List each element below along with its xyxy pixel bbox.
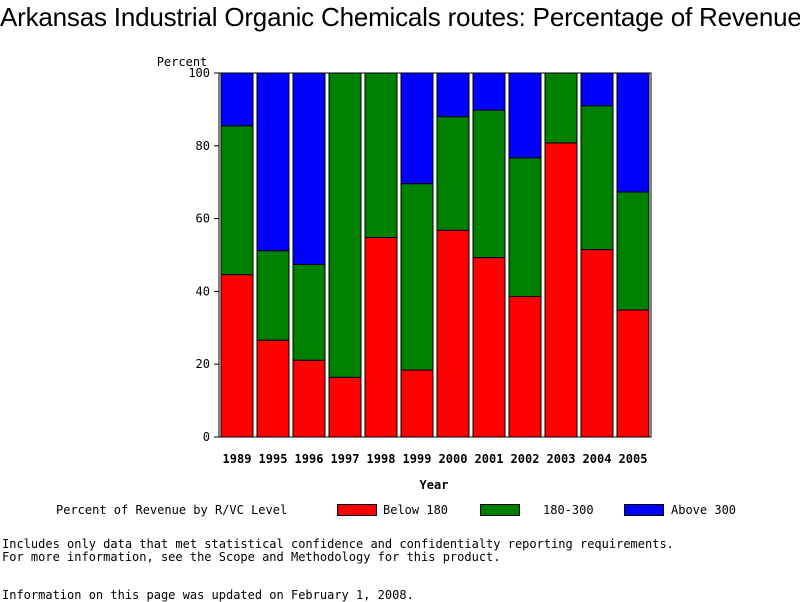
x-tick-label: 1997: [331, 452, 360, 466]
legend-heading: Percent of Revenue by R/VC Level: [56, 503, 288, 517]
y-tick-label: 0: [203, 430, 210, 444]
x-tick-label: 1989: [223, 452, 252, 466]
bar-segment-180-300-1997: [328, 72, 362, 378]
bar-segment-180-300-1998: [364, 72, 398, 239]
legend-label-180-300: 180-300: [543, 503, 594, 517]
legend-swatch-180-300: [480, 504, 520, 516]
bar-segment-180-300-2002: [508, 157, 542, 297]
y-tick-label: 60: [196, 212, 210, 226]
y-axis-label: Percent: [157, 55, 208, 69]
bar-segment-180-300-2001: [472, 109, 506, 259]
bar-segment-below-180-1998: [364, 237, 398, 438]
bar-stacks: [220, 72, 650, 438]
bar-segment-above-300-1999: [400, 72, 434, 185]
bar-segment-above-300-2000: [436, 72, 470, 118]
bar-segment-180-300-2005: [616, 191, 650, 311]
bar-segment-180-300-1989: [220, 125, 254, 276]
bar-segment-below-180-2003: [544, 142, 578, 438]
y-tick-label: 40: [196, 284, 210, 298]
legend-swatch-below-180: [337, 504, 377, 516]
y-tick-label: 20: [196, 357, 210, 371]
bar-segment-below-180-1989: [220, 274, 254, 438]
bar-segment-below-180-1996: [292, 359, 326, 438]
x-tick-label: 2005: [619, 452, 648, 466]
x-tick-label: 2001: [475, 452, 504, 466]
bar-segment-180-300-1996: [292, 263, 326, 361]
bar-segment-180-300-2003: [544, 72, 578, 144]
x-tick-label: 2004: [583, 452, 612, 466]
bar-segment-below-180-2004: [580, 249, 614, 438]
x-tick-label: 2003: [547, 452, 576, 466]
x-tick-label: 1996: [295, 452, 324, 466]
legend-label-above-300: Above 300: [671, 503, 737, 517]
x-tick-label: 2000: [439, 452, 468, 466]
note-confidentiality: Includes only data that met statistical …: [2, 537, 674, 551]
bar-segment-below-180-1999: [400, 369, 434, 438]
x-tick-label: 1995: [259, 452, 288, 466]
note-methodology: For more information, see the Scope and …: [2, 550, 501, 564]
bar-segment-above-300-2004: [580, 72, 614, 107]
y-tick-label: 80: [196, 139, 210, 153]
bar-segment-above-300-1996: [292, 72, 326, 265]
bar-segment-below-180-2001: [472, 257, 506, 438]
x-axis-ticks: 1989 1995 1996 1997 1998 1999 2000 2001 2002 2003…: [223, 452, 648, 466]
chart-title: Arkansas Industrial Organic Chemicals ro…: [0, 2, 800, 32]
bar-segment-below-180-2005: [616, 309, 650, 438]
bar-segment-above-300-2001: [472, 72, 506, 111]
bar-segment-above-300-2002: [508, 72, 542, 159]
legend-swatch-above-300: [624, 504, 664, 516]
x-tick-label: 2002: [511, 452, 540, 466]
legend-label-below-180: Below 180: [383, 503, 449, 517]
bar-segment-above-300-1989: [220, 72, 254, 127]
note-updated: Information on this page was updated on …: [2, 588, 414, 602]
bar-segment-below-180-1995: [256, 339, 290, 438]
bar-segment-180-300-2004: [580, 105, 614, 251]
y-tick-label: 100: [188, 66, 210, 80]
bar-segment-above-300-1995: [256, 72, 290, 252]
bar-segment-above-300-2005: [616, 72, 650, 193]
x-tick-label: 1998: [367, 452, 396, 466]
bar-segment-below-180-1997: [328, 376, 362, 438]
bar-segment-below-180-2000: [436, 229, 470, 438]
x-axis-label: Year: [420, 478, 449, 492]
y-axis-ticks: 0 20 40 60 80 100: [188, 66, 219, 444]
x-tick-label: 1999: [403, 452, 432, 466]
bar-segment-180-300-2000: [436, 116, 470, 231]
plot-frame: [218, 72, 652, 438]
bar-segment-180-300-1995: [256, 250, 290, 341]
bar-segment-below-180-2002: [508, 295, 542, 438]
bar-segment-180-300-1999: [400, 183, 434, 371]
